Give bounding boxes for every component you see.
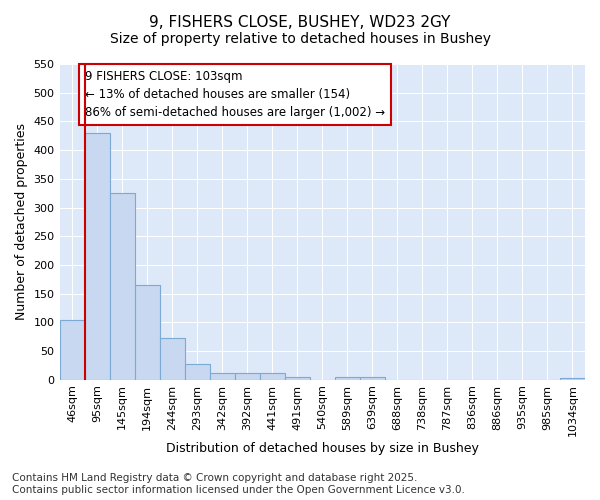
Bar: [560, 378, 585, 380]
Bar: [335, 377, 360, 380]
X-axis label: Distribution of detached houses by size in Bushey: Distribution of detached houses by size …: [166, 442, 479, 455]
Text: Size of property relative to detached houses in Bushey: Size of property relative to detached ho…: [110, 32, 491, 46]
Bar: [260, 373, 285, 380]
Bar: [134, 285, 160, 380]
Text: 9 FISHERS CLOSE: 103sqm
← 13% of detached houses are smaller (154)
86% of semi-d: 9 FISHERS CLOSE: 103sqm ← 13% of detache…: [85, 70, 385, 118]
Bar: [160, 338, 185, 380]
Bar: [110, 193, 134, 380]
Text: 9, FISHERS CLOSE, BUSHEY, WD23 2GY: 9, FISHERS CLOSE, BUSHEY, WD23 2GY: [149, 15, 451, 30]
Bar: [235, 373, 260, 380]
Text: Contains HM Land Registry data © Crown copyright and database right 2025.
Contai: Contains HM Land Registry data © Crown c…: [12, 474, 465, 495]
Bar: [360, 377, 385, 380]
Bar: [285, 377, 310, 380]
Bar: [59, 320, 85, 380]
Bar: [185, 364, 209, 380]
Bar: [209, 373, 235, 380]
Bar: [85, 133, 110, 380]
Y-axis label: Number of detached properties: Number of detached properties: [15, 124, 28, 320]
